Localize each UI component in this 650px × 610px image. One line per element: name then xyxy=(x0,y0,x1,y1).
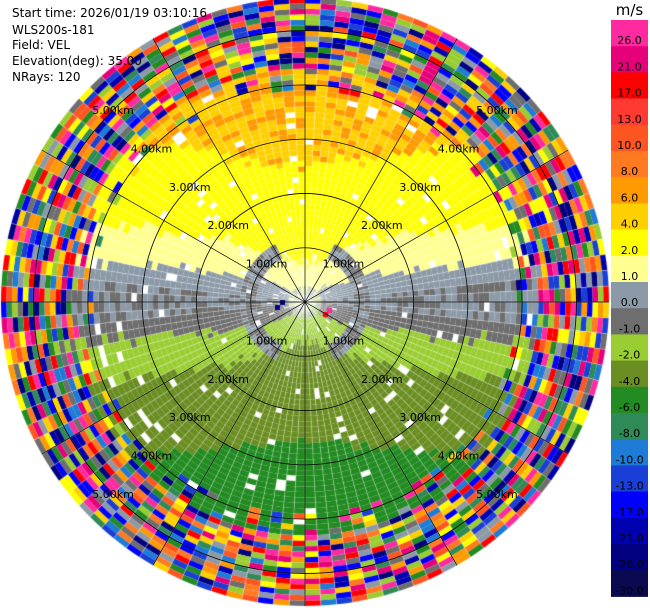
range-ring-label: 5.00km xyxy=(92,488,134,501)
colorbar-tick-label: 17.0 xyxy=(617,87,642,100)
range-ring-label: 1.00km xyxy=(323,334,365,347)
colorbar-swatch xyxy=(611,360,648,388)
colorbar-swatch xyxy=(611,177,648,204)
colorbar-swatch xyxy=(611,334,648,362)
colorbar-swatch xyxy=(611,570,648,597)
nrays-label: NRays: 120 xyxy=(12,70,81,84)
azimuth-spoke xyxy=(304,38,458,303)
elevation-label: Elevation(deg): 35.00 xyxy=(12,54,142,68)
colorbar-tick-label: 26.0 xyxy=(617,34,642,47)
range-ring-label: 5.00km xyxy=(476,488,518,501)
azimuth-spoke xyxy=(152,38,306,303)
range-ring-label: 1.00km xyxy=(246,334,288,347)
azimuth-spoke xyxy=(304,301,458,566)
colorbar-unit-label: m/s xyxy=(616,1,644,19)
range-ring-label: 2.00km xyxy=(361,219,403,232)
colorbar-swatch xyxy=(611,386,648,414)
colorbar-tick-label: 0.0 xyxy=(621,296,639,309)
range-ring-label: 4.00km xyxy=(131,142,173,155)
range-ring-label: 1.00km xyxy=(246,258,288,271)
colorbar-swatch xyxy=(611,413,648,440)
colorbar-swatch xyxy=(611,439,648,466)
colorbar-tick-label: -17.0 xyxy=(615,506,643,519)
colorbar-swatch xyxy=(611,124,648,152)
range-ring-label: 4.00km xyxy=(438,142,480,155)
colorbar-swatch xyxy=(611,465,648,493)
range-ring-label: 5.00km xyxy=(476,104,518,117)
azimuth-spoke xyxy=(304,301,569,455)
azimuth-spoke xyxy=(41,149,306,303)
colorbar-swatch xyxy=(611,229,648,257)
colorbar-swatch xyxy=(611,151,648,178)
colorbar-swatch xyxy=(611,491,648,519)
colorbar-tick-label: -10.0 xyxy=(615,453,643,466)
colorbar-tick-label: -13.0 xyxy=(615,480,643,493)
colorbar-tick-label: -2.0 xyxy=(619,349,640,362)
range-ring-label: 4.00km xyxy=(131,450,173,463)
colorbar-tick-label: 8.0 xyxy=(621,165,639,178)
azimuth-spoke xyxy=(152,301,306,566)
colorbar-tick-label: -6.0 xyxy=(619,401,640,414)
colorbar-swatch xyxy=(611,46,648,73)
colorbar-tick-label: -30.0 xyxy=(615,584,643,597)
colorbar-swatch xyxy=(611,98,648,126)
colorbar-swatch xyxy=(611,517,648,545)
colorbar-swatch xyxy=(611,544,648,571)
instrument-label: WLS200s-181 xyxy=(12,23,95,37)
colorbar-tick-label: 4.0 xyxy=(621,218,639,231)
azimuth-spoke xyxy=(304,149,569,303)
colorbar-tick-label: 10.0 xyxy=(617,139,642,152)
colorbar-tick-label: -26.0 xyxy=(615,558,643,571)
range-ring-label: 5.00km xyxy=(92,104,134,117)
colorbar-tick-label: -4.0 xyxy=(619,375,640,388)
colorbar-tick-label: -21.0 xyxy=(615,532,643,545)
range-ring-label: 3.00km xyxy=(399,411,441,424)
colorbar-swatch xyxy=(611,282,648,309)
range-ring-label: 3.00km xyxy=(169,181,211,194)
colorbar-swatch xyxy=(611,20,648,47)
colorbar-tick-label: -8.0 xyxy=(619,427,640,440)
colorbar-swatch xyxy=(611,255,648,283)
azimuth-spoke xyxy=(41,301,306,455)
range-ring-label: 2.00km xyxy=(207,373,249,386)
colorbar-swatch xyxy=(611,72,648,100)
field-label: Field: VEL xyxy=(12,38,71,52)
range-ring-label: 2.00km xyxy=(207,219,249,232)
colorbar-tick-label: 2.0 xyxy=(621,244,639,257)
colorbar-tick-label: 21.0 xyxy=(617,60,642,73)
colorbar-tick-label: 6.0 xyxy=(621,191,639,204)
range-ring-label: 1.00km xyxy=(323,258,365,271)
range-ring-label: 3.00km xyxy=(169,411,211,424)
range-ring-label: 2.00km xyxy=(361,373,403,386)
colorbar-tick-label: 1.0 xyxy=(621,270,639,283)
colorbar-swatch xyxy=(611,308,648,335)
colorbar-tick-label: -1.0 xyxy=(619,322,640,335)
colorbar-swatch xyxy=(611,203,648,231)
colorbar-tick-label: 13.0 xyxy=(617,113,642,126)
range-ring-label: 4.00km xyxy=(438,450,480,463)
start-time-label: Start time: 2026/01/19 03:10:16 xyxy=(12,6,207,20)
range-ring-label: 3.00km xyxy=(399,181,441,194)
